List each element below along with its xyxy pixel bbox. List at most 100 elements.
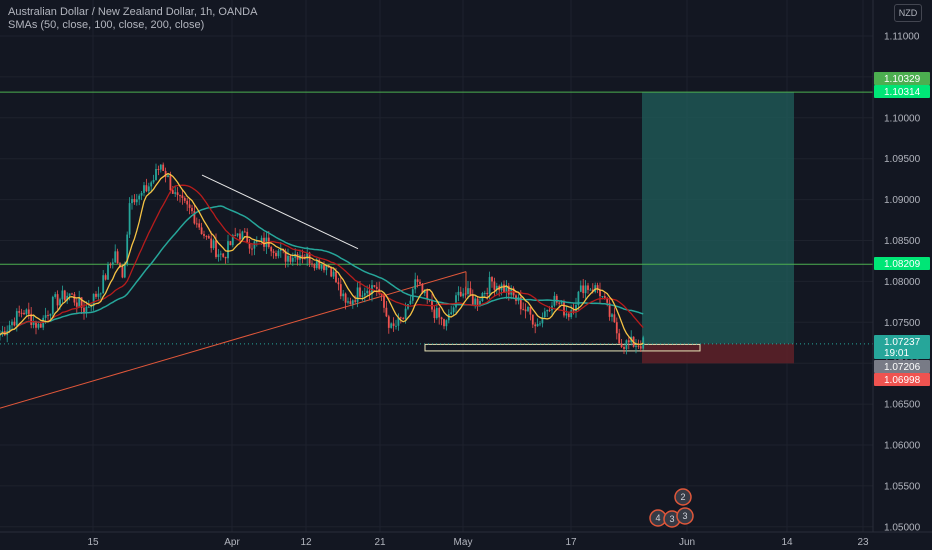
candle-body bbox=[188, 204, 191, 208]
candle-body bbox=[330, 267, 333, 277]
candle-body bbox=[73, 294, 76, 303]
chart-header: Australian Dollar / New Zealand Dollar, … bbox=[8, 6, 257, 32]
candle-body bbox=[95, 293, 97, 297]
candle-body bbox=[503, 284, 505, 293]
candle-body bbox=[339, 284, 342, 297]
candle-body bbox=[205, 235, 208, 237]
candle-body bbox=[457, 291, 460, 296]
candle-body bbox=[524, 309, 527, 312]
candle-body bbox=[150, 182, 153, 187]
candle-body bbox=[390, 323, 393, 328]
candle-body bbox=[318, 259, 321, 269]
candle-body bbox=[143, 185, 145, 193]
candle-body bbox=[248, 243, 251, 249]
candle-body bbox=[399, 317, 402, 319]
candle-body bbox=[20, 312, 23, 314]
candle-body bbox=[606, 297, 609, 303]
candle-body bbox=[294, 254, 297, 258]
candle-body bbox=[445, 320, 448, 327]
candle-body bbox=[78, 297, 81, 307]
time-axis[interactable]: 15 Apr 12 21 May 17 Jun 14 23 bbox=[87, 537, 869, 548]
candle-body bbox=[13, 321, 16, 326]
candle-body bbox=[560, 301, 563, 304]
candle-body bbox=[306, 252, 309, 259]
indicator-legend[interactable]: SMAs (50, close, 100, close, 200, close) bbox=[8, 19, 205, 31]
support-zone-box bbox=[424, 343, 701, 352]
candle-body bbox=[63, 290, 66, 301]
candle-body bbox=[548, 309, 551, 311]
price-axis[interactable]: 1.110001.105001.100001.095001.090001.085… bbox=[884, 32, 921, 534]
candle-body bbox=[258, 241, 261, 243]
candle-body bbox=[207, 236, 210, 239]
candle-body bbox=[575, 305, 577, 311]
candle-body bbox=[39, 323, 42, 328]
event-marker[interactable]: 3 bbox=[676, 507, 694, 525]
candle-body bbox=[351, 300, 354, 305]
candle-body bbox=[474, 298, 477, 305]
candle-body bbox=[275, 252, 277, 257]
candles bbox=[0, 162, 645, 355]
candle-body bbox=[111, 262, 114, 265]
time-tick-label: 17 bbox=[565, 537, 577, 548]
candle-body bbox=[109, 264, 112, 266]
price-label-bg bbox=[874, 335, 930, 348]
candle-body bbox=[183, 197, 186, 201]
candle-body bbox=[164, 170, 167, 178]
candle-body bbox=[169, 175, 172, 191]
candle-body bbox=[337, 282, 340, 285]
candle-body bbox=[116, 251, 119, 264]
candle-body bbox=[443, 319, 445, 327]
candle-body bbox=[99, 293, 102, 295]
candle-body bbox=[620, 343, 623, 348]
candle-body bbox=[402, 318, 405, 320]
candle-body bbox=[426, 290, 429, 300]
candle-body bbox=[527, 307, 529, 312]
candle-body bbox=[464, 293, 467, 295]
rising-trendline bbox=[0, 271, 467, 409]
sma-200-line bbox=[0, 205, 644, 336]
candle-body bbox=[186, 200, 189, 205]
candle-body bbox=[438, 308, 441, 318]
price-label-text: 19:01 bbox=[884, 348, 909, 359]
candle-body bbox=[558, 302, 561, 304]
candle-body bbox=[25, 309, 28, 315]
price-tick-label: 1.05500 bbox=[884, 481, 921, 492]
candle-body bbox=[611, 314, 613, 317]
currency-badge[interactable]: NZD bbox=[894, 4, 922, 22]
event-marker[interactable]: 2 bbox=[674, 488, 692, 506]
candle-body bbox=[37, 323, 40, 328]
symbol-title[interactable]: Australian Dollar / New Zealand Dollar, … bbox=[8, 6, 258, 18]
candle-body bbox=[251, 248, 253, 250]
candle-body bbox=[152, 179, 155, 183]
falling-trendline bbox=[201, 174, 359, 250]
candle-body bbox=[243, 231, 246, 233]
candle-body bbox=[613, 314, 616, 323]
candle-body bbox=[469, 288, 472, 295]
candle-body bbox=[603, 296, 606, 298]
candle-body bbox=[519, 297, 522, 310]
event-markers[interactable]: 24 3 3 bbox=[649, 488, 694, 528]
candle-body bbox=[555, 295, 558, 303]
time-tick-label: 23 bbox=[857, 537, 869, 548]
candle-body bbox=[61, 290, 64, 300]
price-label-bg bbox=[874, 257, 930, 270]
candle-body bbox=[404, 308, 407, 319]
candle-body bbox=[539, 323, 541, 325]
candle-body bbox=[210, 238, 213, 249]
candle-body bbox=[145, 185, 148, 192]
candle-body bbox=[361, 295, 364, 297]
price-tick-label: 1.09500 bbox=[884, 154, 921, 165]
price-tick-label: 1.08500 bbox=[884, 236, 921, 247]
candle-body bbox=[455, 295, 457, 308]
event-marker[interactable]: 4 bbox=[649, 509, 667, 527]
candle-body bbox=[284, 250, 287, 262]
candle-body bbox=[419, 281, 421, 284]
candle-body bbox=[467, 288, 469, 294]
candle-body bbox=[66, 295, 69, 301]
candle-body bbox=[541, 317, 544, 324]
candle-body bbox=[176, 192, 179, 196]
candle-body bbox=[174, 192, 177, 194]
candle-body bbox=[80, 297, 83, 308]
candle-body bbox=[332, 271, 335, 277]
